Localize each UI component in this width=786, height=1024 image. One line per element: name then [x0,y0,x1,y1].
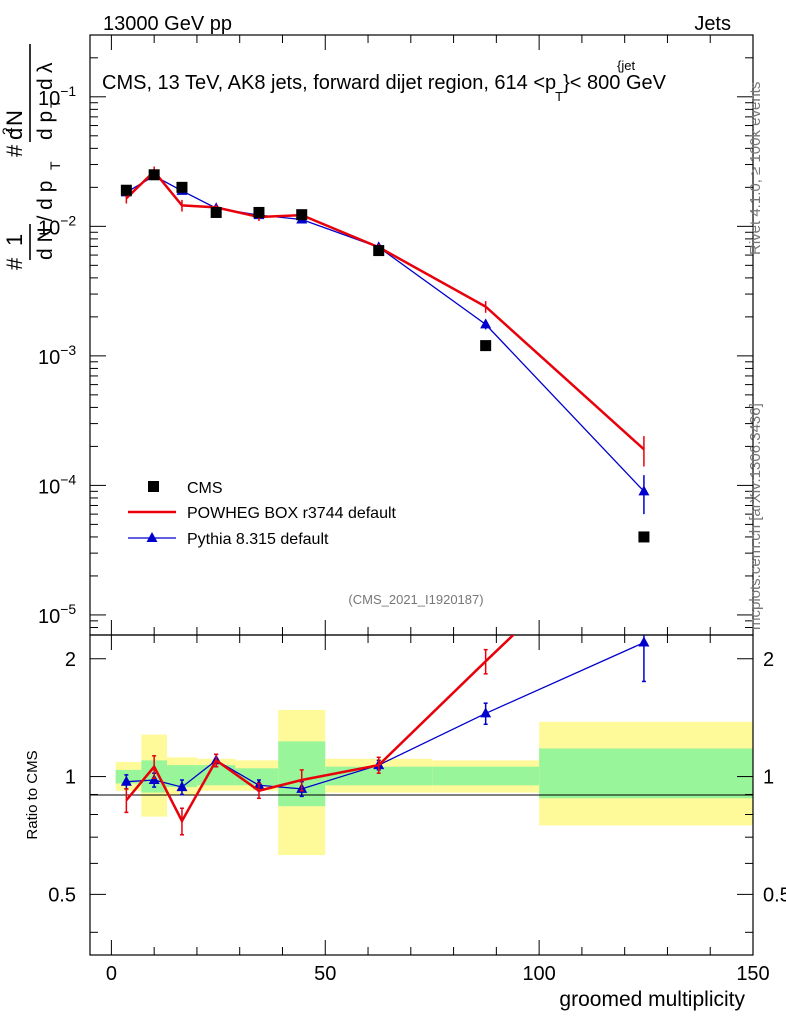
ratio-point [176,781,188,792]
energy-label: 13000 GeV pp [103,13,232,35]
ratio-point [638,636,650,647]
cms-data-point [373,245,385,257]
legend-pythia-marker [146,532,158,542]
ratio-y-tick-label: 0.5 [48,884,76,906]
ratio-point [480,707,492,718]
legend-cms-label: CMS [187,480,223,497]
cms-data-point [638,531,650,543]
data-point [638,485,650,496]
y-tick-label: 10−3 [38,342,76,369]
cms-data-point [176,181,188,193]
ratio-point [120,775,132,786]
ratio-series-layer [120,635,650,836]
ratio-y-tick-label-right: 2 [763,649,774,671]
series-line [125,169,645,451]
data-point [480,318,492,329]
cms-data-point [120,184,132,196]
legend-pythia-label: Pythia 8.315 default [187,531,329,548]
plot-title-superscript: {jet [617,58,635,73]
svg-text:N: N [2,110,27,126]
ratio-plot-frame [89,634,754,956]
ratio-y-axis-title: Ratio to CMS [24,750,41,839]
axis-ticks [90,35,754,955]
svg-text:2: 2 [0,127,15,135]
ratio-uncertainty-bands [115,709,753,856]
y-title-one: # [2,257,27,270]
y-tick-label: 10−2 [38,212,76,239]
cms-data-point [480,340,492,352]
svg-text:d: d [2,128,27,140]
plot-title: CMS, 13 TeV, AK8 jets, forward dijet reg… [102,72,667,104]
main-series-layer [120,166,650,543]
x-tick-label: 50 [314,963,336,985]
band-inner [539,748,753,799]
ratio-y-tick-label: 2 [65,649,76,671]
svg-text:#: # [2,144,27,157]
ratio-y-tick-label: 1 [65,767,76,789]
ratio-y-tick-label-right: 0.5 [763,884,786,906]
x-axis-title: groomed multiplicity [559,988,745,1011]
y-axis-title: # 1 d N / d p T # 2 d N d p T d λ [0,44,63,270]
y-tick-label: 10−5 [38,601,76,628]
mcplots-label: mcplots.cern.ch [arXiv:1306.3436] [747,403,764,630]
legend-cms-marker [148,481,159,492]
svg-text:d p: d p [34,111,57,140]
axis-tick-labels: 0 50 100 150 10−1 10−2 10−3 10−4 10−5 0.5 0.5 1 1 2 2 [38,83,786,985]
cms-data-point [253,206,265,218]
category-label: Jets [694,13,731,35]
x-tick-label: 100 [522,963,555,985]
rivet-label: Rivet 4.1.0, ≥ 100k events [747,82,764,255]
band-inner [432,766,540,786]
band-inner [196,765,236,786]
x-tick-label: 0 [106,963,117,985]
band-inner [115,769,142,784]
legend: CMS POWHEG BOX r3744 default Pythia 8.31… [128,480,397,548]
svg-text:d: d [34,78,57,90]
analysis-id: (CMS_2021_I1920187) [348,592,483,607]
y-tick-label: 10−4 [38,471,76,498]
ratio-y-tick-label-right: 1 [763,767,774,789]
cms-data-point [296,209,308,221]
cms-data-point [148,169,160,181]
cms-data-point [210,206,222,218]
svg-text:T: T [47,161,63,170]
band-inner [235,768,279,786]
y-title-denominator: d N / d p [34,181,57,260]
x-tick-label: 150 [736,963,769,985]
svg-text:λ: λ [34,62,57,73]
legend-powheg-label: POWHEG BOX r3744 default [187,505,397,522]
y-tick-label: 10−1 [38,83,76,110]
y-title-numerator: 1 [2,234,27,246]
series-line [126,175,645,492]
svg-text:T: T [47,99,63,108]
